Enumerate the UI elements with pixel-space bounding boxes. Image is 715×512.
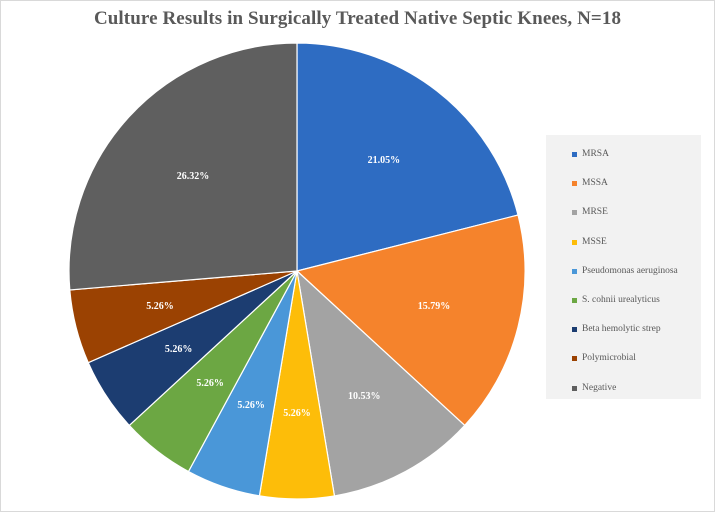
legend-label: MRSA — [582, 149, 609, 160]
data-label-msse: 5.26% — [283, 408, 311, 419]
legend-item-mrsa: MRSA — [572, 140, 701, 169]
data-label-polymicrobial: 5.26% — [146, 301, 174, 312]
legend-swatch — [572, 181, 577, 187]
legend-swatch — [572, 239, 577, 245]
chart-legend: MRSA MSSA MRSE MSSE Pseudomonas aeruginosa S.… — [546, 135, 701, 399]
legend-item-polymicrobial: Polymicrobial — [572, 344, 701, 373]
legend-swatch — [572, 298, 577, 304]
legend-label: Beta hemolytic strep — [582, 324, 661, 335]
pie-slice-negative — [68, 42, 298, 291]
pie-slices — [68, 42, 526, 500]
legend-item-mssa: MSSA — [572, 169, 701, 198]
legend-swatch — [572, 210, 577, 216]
data-label-pseudomonas-aeruginosa: 5.26% — [237, 400, 265, 411]
legend-swatch — [572, 356, 577, 362]
pie-slice-mrsa — [296, 42, 519, 272]
data-label-mrsa: 21.05% — [368, 155, 401, 166]
legend-item-pseudomonas-aeruginosa: Pseudomonas aeruginosa — [572, 257, 701, 286]
legend-item-msse: MSSE — [572, 228, 701, 257]
legend-item-mrse: MRSE — [572, 198, 701, 227]
chart-title: Culture Results in Surgically Treated Na… — [93, 8, 622, 29]
legend-item-s-cohnii-urealyticus: S. cohnii urealyticus — [572, 286, 701, 315]
legend-label: Negative — [582, 382, 617, 393]
data-label-mssa: 15.79% — [418, 301, 451, 312]
legend-swatch — [572, 152, 577, 158]
pie-slice-mssa — [295, 214, 526, 427]
pie-slice-mrse — [296, 269, 466, 497]
legend-label: Polymicrobial — [582, 353, 636, 364]
data-label-mrse: 10.53% — [348, 391, 381, 402]
legend-swatch — [572, 268, 577, 274]
data-label-s-cohnii-urealyticus: 5.26% — [196, 378, 224, 389]
legend-label: Pseudomonas aeruginosa — [582, 265, 678, 276]
legend-item-negative: Negative — [572, 374, 701, 403]
legend-swatch — [572, 327, 577, 333]
pie-data-labels: 21.05% 15.79% 10.53% 5.26% 5.26% 5.26% 5.26% 5.… — [146, 155, 450, 419]
data-label-negative: 26.32% — [177, 171, 210, 182]
legend-label: MSSE — [582, 236, 607, 247]
legend-label: S. cohnii urealyticus — [582, 295, 660, 306]
legend-label: MSSA — [582, 178, 608, 189]
legend-item-beta-hemolytic-strep: Beta hemolytic strep — [572, 315, 701, 344]
legend-label: MRSE — [582, 207, 608, 218]
legend-swatch — [572, 385, 577, 391]
data-label-beta-hemolytic-strep: 5.26% — [165, 344, 193, 355]
